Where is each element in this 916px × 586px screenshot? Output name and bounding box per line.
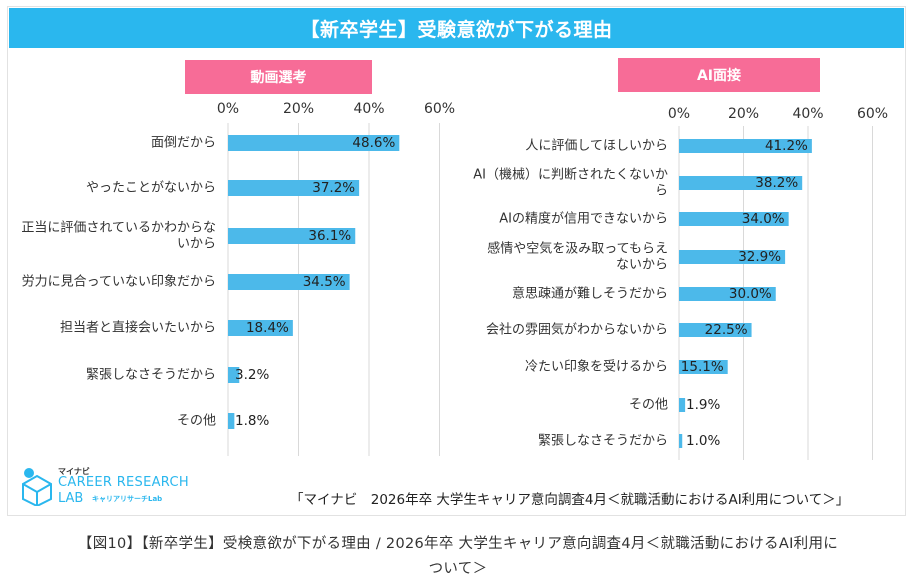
bar-ai-4 <box>679 287 776 301</box>
category-label-ai-5-0: 会社の雰囲気がわからないから <box>486 322 668 338</box>
category-label-ai-2-0: AIの精度が信用できないから <box>499 211 668 227</box>
bar-video-1 <box>228 180 360 196</box>
x-tick-label-video-2: 40% <box>353 101 384 117</box>
category-label-ai-8-0: 緊張しなさそうだから <box>538 434 668 449</box>
category-label-video-6-0: その他 <box>177 414 216 429</box>
value-label-ai-6: 15.1% <box>681 359 724 375</box>
value-label-ai-4: 30.0% <box>729 286 772 302</box>
bar-video-3 <box>228 274 350 290</box>
bar-video-0 <box>228 135 400 151</box>
category-label-ai-3-1: ないから <box>616 258 668 273</box>
category-label-video-2-1: いから <box>177 237 216 252</box>
bar-ai-1 <box>679 176 803 190</box>
category-label-ai-3-0: 感情や空気を汲み取ってもらえ <box>487 241 668 257</box>
source-note: 「マイナビ 2026年卒 大学生キャリア意向調査4月＜就職活動におけるAI利用に… <box>290 492 850 508</box>
bar-ai-7 <box>679 398 686 412</box>
logo-brand-top: マイナビ <box>58 467 90 476</box>
x-tick-label-video-3: 60% <box>424 101 455 117</box>
caption-line-1: 【図10】【新卒学生】受検意欲が下がる理由 / 2026年卒 大学生キャリア意向… <box>77 536 839 552</box>
category-label-video-5-0: 緊張しなさそうだから <box>86 368 216 383</box>
bar-ai-2 <box>679 212 789 226</box>
x-tick-label-ai-3: 60% <box>857 106 888 122</box>
value-label-video-4: 18.4% <box>246 320 289 336</box>
bar-video-2 <box>228 228 356 244</box>
bar-ai-0 <box>679 139 812 153</box>
bar-ai-3 <box>679 250 786 264</box>
bar-video-5 <box>228 367 240 383</box>
panel-label-video-screening: 動画選考 <box>185 60 372 94</box>
value-label-ai-8: 1.0% <box>686 433 720 449</box>
category-label-ai-6-0: 冷たい印象を受けるから <box>525 360 668 375</box>
category-label-video-3-0: 労力に見合っていない印象だから <box>22 275 216 290</box>
category-label-video-1-0: やったことがないから <box>86 181 216 196</box>
logo-brand-lab: LAB <box>58 491 84 506</box>
bar-ai-6 <box>679 360 728 374</box>
logo-brand-sub: キャリアリサーチLab <box>92 495 163 503</box>
panel-label-ai-interview: AI面接 <box>618 58 820 92</box>
category-label-ai-4-0: 意思疎通が難しそうだから <box>512 286 668 302</box>
value-label-ai-5: 22.5% <box>705 322 748 338</box>
x-tick-label-video-0: 0% <box>217 101 239 117</box>
bar-ai-8 <box>679 434 683 448</box>
value-label-video-6: 1.8% <box>235 413 269 429</box>
category-label-ai-0-0: 人に評価してほしいから <box>525 139 668 154</box>
value-label-ai-2: 34.0% <box>742 211 785 227</box>
logo-brand-main: CAREER RESEARCH <box>58 475 189 490</box>
value-label-video-5: 3.2% <box>235 367 269 383</box>
bar-video-4 <box>228 320 293 336</box>
category-label-video-2-0: 正当に評価されているかわからな <box>21 221 216 236</box>
value-label-video-3: 34.5% <box>303 274 346 290</box>
value-label-ai-1: 38.2% <box>755 175 798 191</box>
category-label-ai-1-1: ら <box>655 184 668 199</box>
x-tick-label-ai-1: 20% <box>728 106 759 122</box>
x-tick-label-video-1: 20% <box>283 101 314 117</box>
bar-ai-5 <box>679 323 752 337</box>
figure-caption: 【図10】【新卒学生】受検意欲が下がる理由 / 2026年卒 大学生キャリア意向… <box>0 532 916 582</box>
value-label-video-1: 37.2% <box>312 180 355 196</box>
caption-line-2: ついて＞ <box>428 561 488 577</box>
value-label-ai-0: 41.2% <box>765 138 808 154</box>
value-label-video-2: 36.1% <box>308 228 351 244</box>
category-label-ai-1-0: AI（機械）に判断されたくないか <box>473 168 668 183</box>
value-label-video-0: 48.6% <box>352 135 395 151</box>
category-label-video-4-0: 担当者と直接会いたいから <box>60 320 216 336</box>
chart-title: 【新卒学生】受験意欲が下がる理由 <box>9 8 904 48</box>
bar-video-6 <box>228 413 235 429</box>
category-label-ai-7-0: その他 <box>629 398 668 413</box>
value-label-ai-3: 32.9% <box>738 249 781 265</box>
value-label-ai-7: 1.9% <box>686 397 720 413</box>
career-research-lab-logo: マイナビ CAREER RESEARCH LAB キャリアリサーチLab <box>20 466 210 508</box>
cube-logo-icon <box>22 468 52 508</box>
x-tick-label-ai-0: 0% <box>668 106 690 122</box>
x-tick-label-ai-2: 40% <box>792 106 823 122</box>
category-label-video-0-0: 面倒だから <box>151 136 216 151</box>
